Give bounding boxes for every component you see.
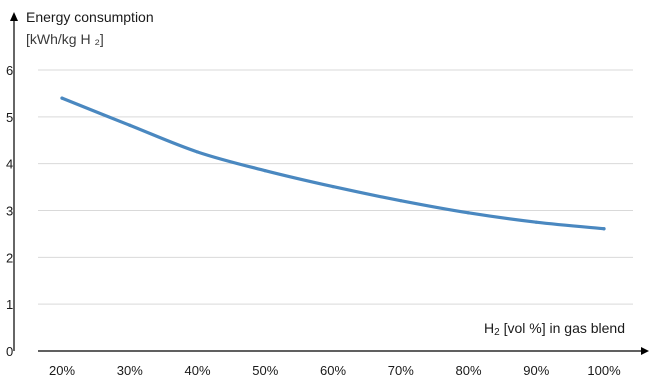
x-axis-title-prefix: H — [484, 320, 495, 336]
data-point — [128, 123, 132, 127]
x-tick-label: 70% — [388, 363, 414, 378]
x-axis-title-suffix: [vol %] in gas blend — [499, 320, 625, 336]
y-tick-label: 5 — [6, 110, 13, 125]
x-axis-arrow — [641, 347, 649, 355]
data-point — [466, 211, 471, 215]
data-point — [602, 227, 606, 231]
data-point — [534, 220, 538, 224]
x-axis-title-subscript: 2 — [494, 327, 500, 338]
data-point — [60, 96, 64, 100]
data-point — [195, 150, 200, 154]
y-tick-label: 3 — [6, 204, 13, 219]
x-tick-label: 90% — [523, 363, 549, 378]
x-tick-label: 100% — [587, 363, 621, 378]
y-axis-arrow — [10, 12, 18, 21]
x-tick-label: 30% — [117, 363, 143, 378]
y-tick-label: 2 — [6, 250, 13, 265]
y-tick-label: 4 — [6, 157, 13, 172]
y-tick-label: 6 — [6, 63, 13, 78]
x-tick-label: 50% — [252, 363, 278, 378]
x-tick-label: 20% — [49, 363, 75, 378]
x-tick-label: 60% — [320, 363, 346, 378]
data-point — [263, 169, 267, 173]
y-tick-label: 1 — [6, 297, 13, 312]
y-axis-title: Energy consumption — [26, 9, 154, 25]
data-point — [399, 199, 403, 203]
data-point — [331, 185, 335, 189]
x-tick-label: 80% — [455, 363, 481, 378]
x-axis-title: H2 [vol %] in gas blend — [484, 320, 625, 338]
y-axis-unit: [kWh/kg H ₂] — [26, 31, 104, 47]
x-tick-label: 40% — [184, 363, 210, 378]
y-tick-label: 0 — [6, 344, 13, 359]
